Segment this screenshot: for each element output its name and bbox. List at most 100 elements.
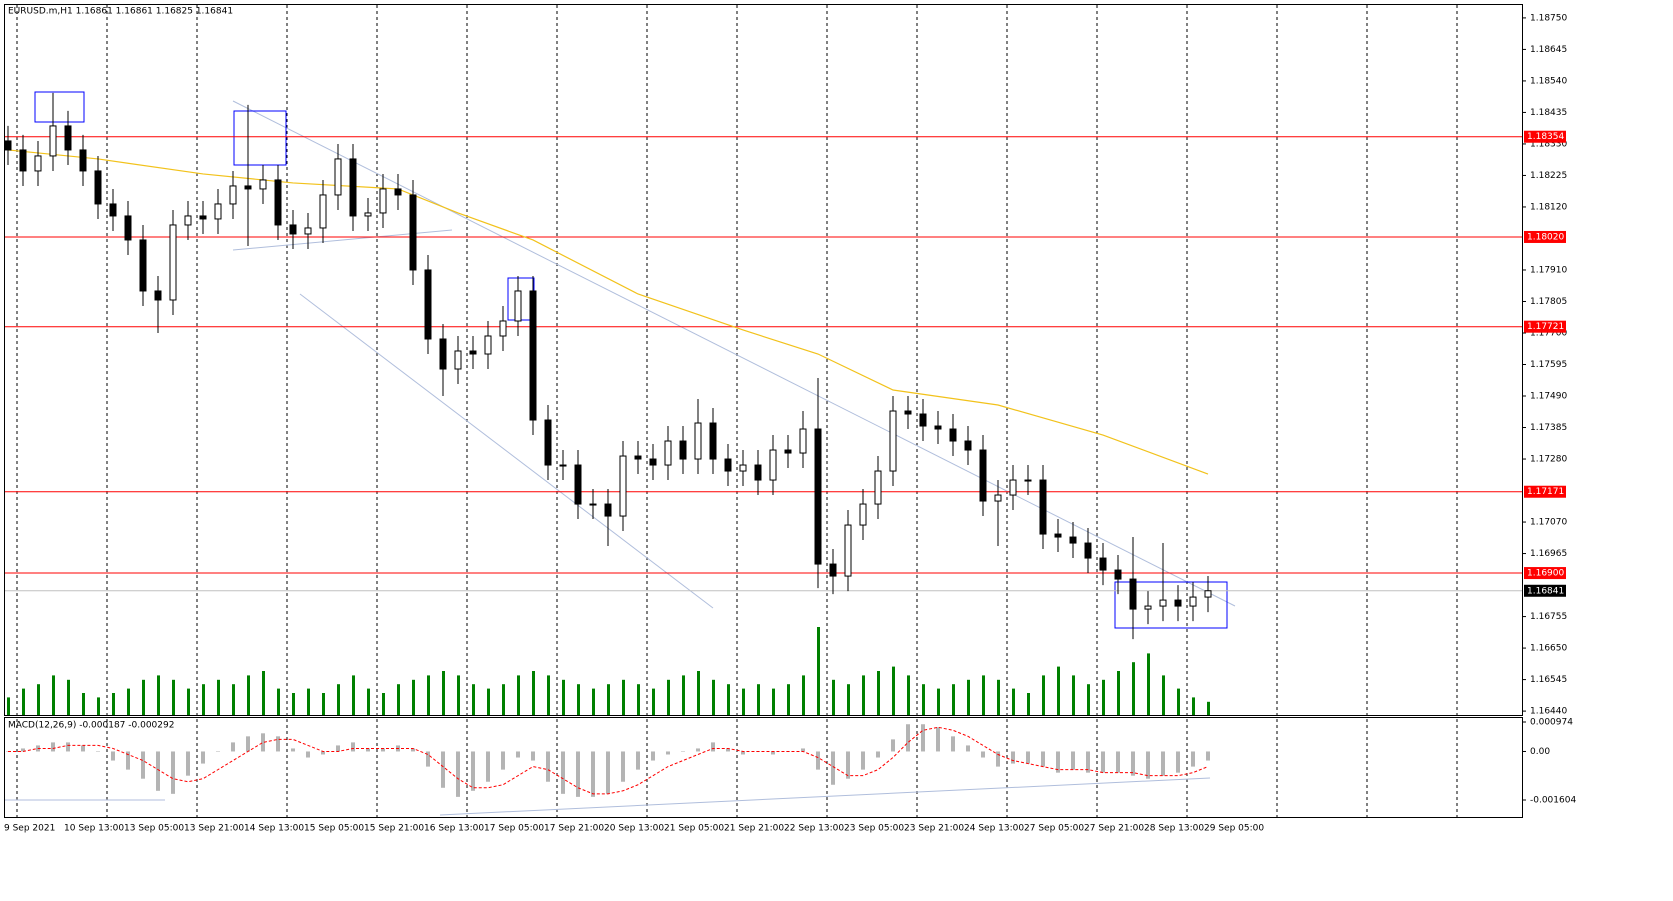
macd-bar	[381, 748, 385, 752]
y-tick-label: 1.16440	[1530, 707, 1567, 717]
volume-bar	[832, 679, 835, 715]
volume-bar	[217, 679, 220, 715]
macd-bar	[651, 751, 655, 761]
x-tick-label: 15 Sep 05:00	[304, 824, 364, 834]
volume-bar	[952, 684, 955, 715]
x-tick-label: 13 Sep 21:00	[184, 824, 244, 834]
macd-bar	[1086, 751, 1090, 773]
candle-body	[829, 563, 837, 577]
candle-body	[154, 290, 162, 301]
level-label: 1.18020	[1527, 232, 1564, 242]
candle-body	[949, 428, 957, 442]
volume-bar	[67, 679, 70, 715]
volume-bar	[562, 679, 565, 715]
macd-bar	[891, 739, 895, 752]
candle-body	[1099, 557, 1107, 571]
macd-bar	[291, 748, 295, 752]
volume-bar	[877, 671, 880, 715]
y-tick-label: 0.000974	[1530, 718, 1573, 728]
volume-bar	[427, 675, 430, 715]
macd-bar	[81, 745, 85, 752]
macd-bar	[561, 751, 565, 794]
macd-bar	[876, 751, 880, 758]
volume-bar	[412, 679, 415, 715]
candle-body	[49, 125, 57, 157]
volume-bar	[592, 688, 595, 715]
candle-body	[229, 185, 237, 205]
level-tag	[1524, 230, 1566, 243]
volume-bar	[202, 684, 205, 715]
volume-bar	[517, 675, 520, 715]
volume-bar	[1027, 693, 1030, 715]
y-tick-label: 1.18225	[1530, 171, 1567, 181]
level-label: 1.16900	[1527, 569, 1564, 579]
y-tick-label: 1.18540	[1530, 76, 1567, 86]
candle-body	[64, 125, 72, 151]
y-tick-label: 0.00	[1530, 747, 1550, 757]
level-tag	[1524, 130, 1566, 143]
macd-bar	[276, 736, 280, 752]
volume-bar	[97, 697, 100, 715]
volume-bar	[442, 671, 445, 715]
macd-bar	[801, 748, 805, 752]
volume-bar	[847, 684, 850, 715]
volume-bar	[637, 684, 640, 715]
y-tick-label: 1.17700	[1530, 328, 1567, 338]
candle-body	[124, 215, 132, 241]
candle-body	[799, 428, 807, 454]
candle-body	[184, 215, 192, 226]
candle-body	[484, 335, 492, 355]
macd-bar	[111, 751, 115, 761]
box	[1114, 581, 1228, 629]
macd-bar	[1191, 751, 1195, 767]
trend-line	[232, 100, 1236, 607]
volume-bar	[187, 688, 190, 715]
macd-bar	[411, 748, 415, 752]
macd-bar	[21, 748, 25, 752]
volume-bar	[457, 675, 460, 715]
x-tick-label: 23 Sep 21:00	[904, 824, 964, 834]
candle-body	[199, 215, 207, 220]
candle-body	[469, 350, 477, 355]
volume-bar	[862, 675, 865, 715]
candle-body	[994, 494, 1002, 502]
macd-bar	[1056, 751, 1060, 773]
volume-bar	[907, 675, 910, 715]
macd-bar	[771, 751, 775, 755]
volume-bar	[382, 693, 385, 715]
macd-bar	[306, 751, 310, 758]
macd-bar	[366, 748, 370, 752]
candle-body	[259, 179, 267, 190]
volume-bar	[1012, 688, 1015, 715]
macd-bar	[1116, 751, 1120, 773]
trend-line	[299, 293, 714, 609]
volume-bar	[1117, 671, 1120, 715]
candle-body	[349, 158, 357, 217]
macd-bar	[426, 751, 430, 767]
macd-bar	[921, 724, 925, 752]
macd-bar	[66, 742, 70, 752]
macd-bar	[606, 751, 610, 794]
volume-bar	[487, 688, 490, 715]
y-tick-label: 1.16755	[1530, 612, 1567, 622]
macd-bar	[981, 751, 985, 758]
volume-bar	[52, 675, 55, 715]
x-tick-label: 27 Sep 05:00	[1024, 824, 1084, 834]
candle-body	[394, 188, 402, 196]
candle-body	[244, 185, 252, 190]
volume-bar	[997, 679, 1000, 715]
volume-bar	[937, 688, 940, 715]
volume-bar	[112, 693, 115, 715]
moving-average	[7, 149, 1209, 475]
candle-body	[964, 440, 972, 451]
y-tick-label: 1.18750	[1530, 13, 1567, 23]
macd-title: MACD(12,26,9) -0.000187 -0.000292	[8, 721, 174, 731]
candle-body	[1054, 533, 1062, 538]
candle-body	[1069, 536, 1077, 544]
volume-bar	[1162, 675, 1165, 715]
volume-bar	[712, 679, 715, 715]
macd-bar	[1071, 751, 1075, 770]
volume-bar	[22, 688, 25, 715]
x-tick-label: 21 Sep 05:00	[664, 824, 724, 834]
